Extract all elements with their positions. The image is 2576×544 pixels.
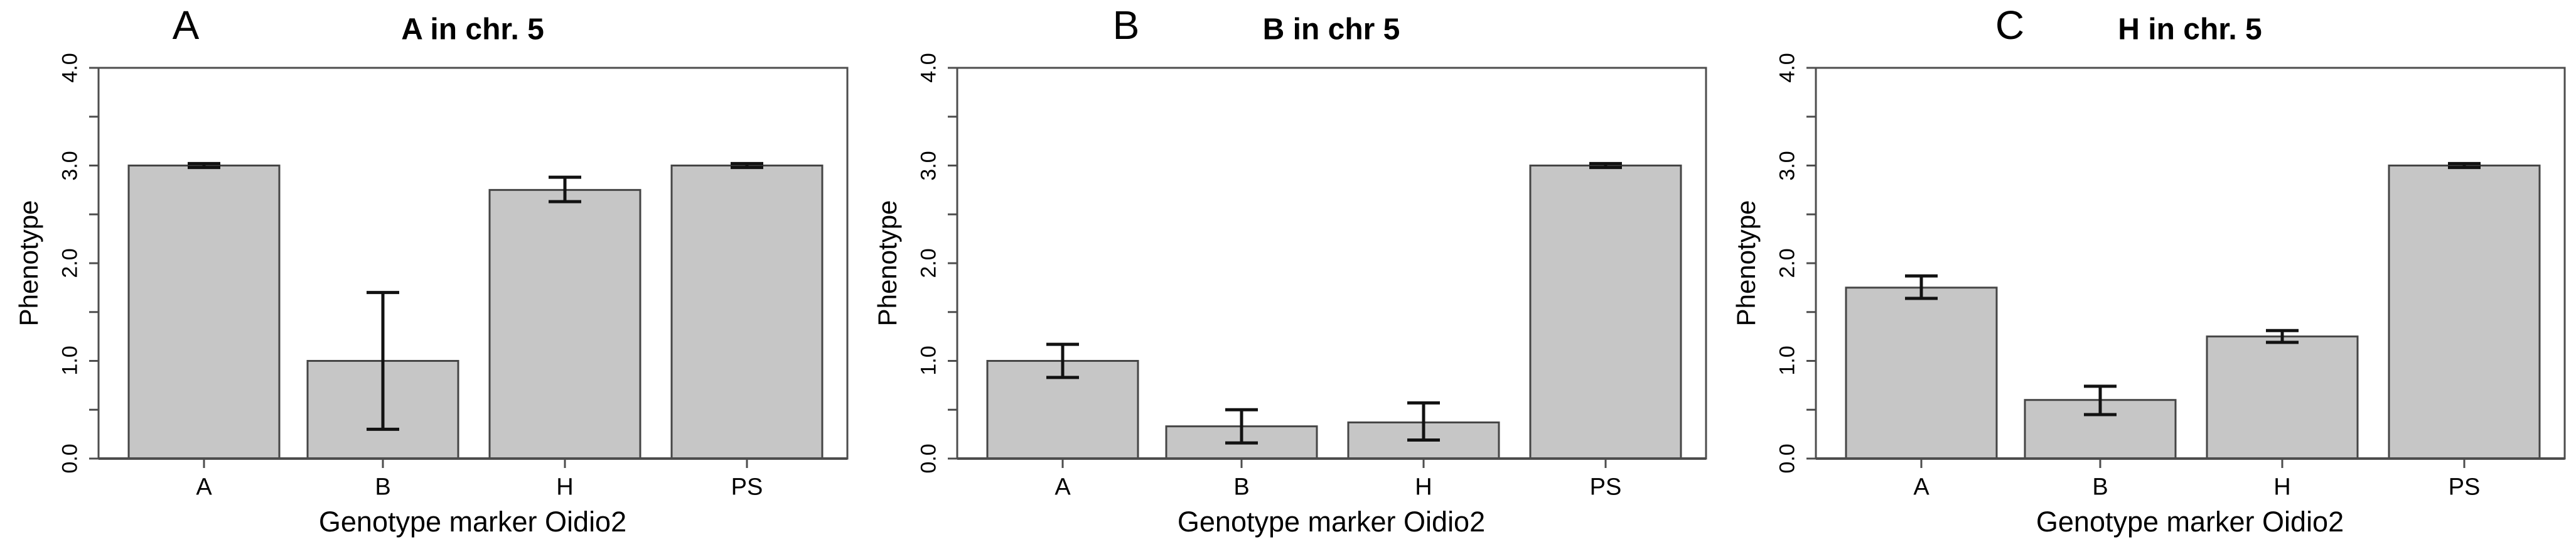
panel-title: A in chr. 5: [401, 13, 544, 46]
x-tick-label: PS: [1589, 474, 1622, 501]
x-tick-label: PS: [2448, 474, 2481, 501]
bar-A: [1845, 286, 1998, 460]
bar-chart-svg: [89, 67, 849, 468]
panel-letter-a: A: [172, 3, 200, 48]
bar-A: [127, 165, 281, 460]
bar-PS: [2388, 165, 2541, 460]
panel-title: B in chr 5: [1262, 13, 1400, 46]
panel-letter-c: C: [1995, 3, 2024, 48]
x-tick-label: A: [196, 474, 212, 501]
panel-letter-b: B: [1112, 3, 1140, 48]
bar-chart-svg: [1806, 67, 2566, 468]
panel-title: H in chr. 5: [2118, 13, 2262, 46]
x-tick-label: B: [375, 474, 391, 501]
x-tick-label: B: [1233, 474, 1250, 501]
panel-a: A A in chr. 5 Phenotype Genotype marker …: [0, 0, 859, 544]
x-tick-label: H: [2273, 474, 2291, 501]
bar-chart-svg: [948, 67, 1707, 468]
x-tick-label: H: [1415, 474, 1432, 501]
bar-H: [488, 188, 641, 460]
x-axis-title: Genotype marker Oidio2: [2036, 506, 2344, 538]
x-tick-label: A: [1055, 474, 1071, 501]
bar-H: [2206, 335, 2359, 460]
bar-PS: [670, 165, 824, 460]
panel-c: C H in chr. 5 Phenotype Genotype marker …: [1717, 0, 2576, 544]
x-tick-label: H: [556, 474, 574, 501]
x-tick-label: A: [1913, 474, 1929, 501]
x-tick-label: PS: [731, 474, 763, 501]
x-tick-label: B: [2092, 474, 2108, 501]
x-axis-title: Genotype marker Oidio2: [318, 506, 627, 538]
x-axis-title: Genotype marker Oidio2: [1177, 506, 1486, 538]
bar-PS: [1529, 165, 1682, 460]
panel-b: B B in chr 5 Phenotype Genotype marker O…: [859, 0, 1717, 544]
